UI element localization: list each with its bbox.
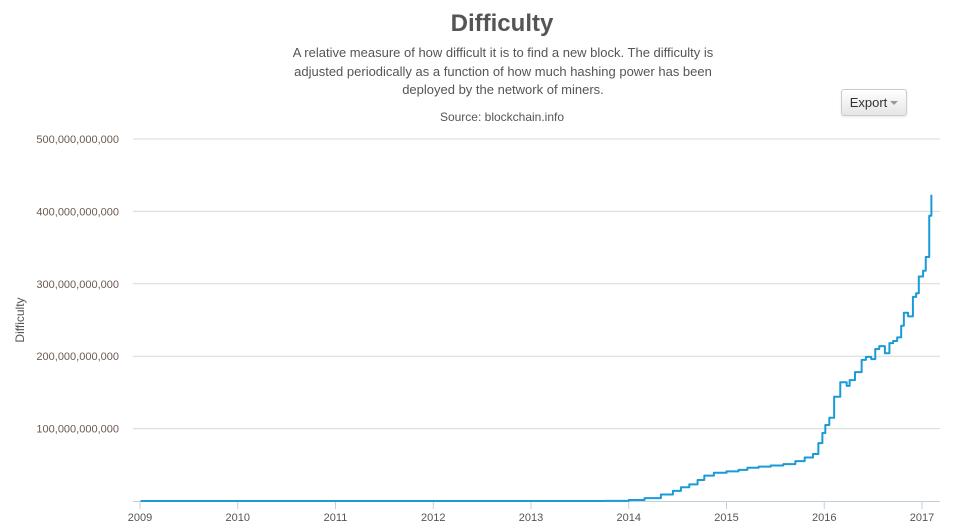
chart-title: Difficulty (450, 10, 554, 37)
x-tick-label: 2015 (714, 512, 738, 524)
y-tick-label: 400,000,000,000 (36, 206, 119, 218)
y-axis-label: Difficulty (13, 297, 27, 342)
y-tick-label: 500,000,000,000 (36, 134, 119, 146)
x-tick-label: 2012 (421, 512, 445, 524)
y-tick-label: 300,000,000,000 (36, 279, 119, 291)
export-label: Export (849, 95, 888, 110)
x-tick-label: 2011 (324, 512, 348, 524)
x-tick-label: 2013 (519, 512, 543, 524)
caret-down-icon (890, 100, 899, 105)
x-tick-label: 2014 (617, 512, 641, 524)
export-button[interactable]: Export (841, 89, 907, 116)
difficulty-series-line (140, 194, 933, 502)
y-tick-label: 200,000,000,000 (36, 351, 119, 363)
x-tick-label: 2010 (226, 512, 250, 524)
x-tick-label: 2009 (128, 512, 152, 524)
x-tick-label: 2016 (812, 512, 836, 524)
x-tick-label: 2017 (910, 512, 934, 524)
chart-subtitle: A relative measure of how difficult it i… (292, 45, 714, 97)
y-tick-label: 100,000,000,000 (36, 424, 119, 436)
chart-source: Source: blockchain.info (439, 110, 565, 124)
